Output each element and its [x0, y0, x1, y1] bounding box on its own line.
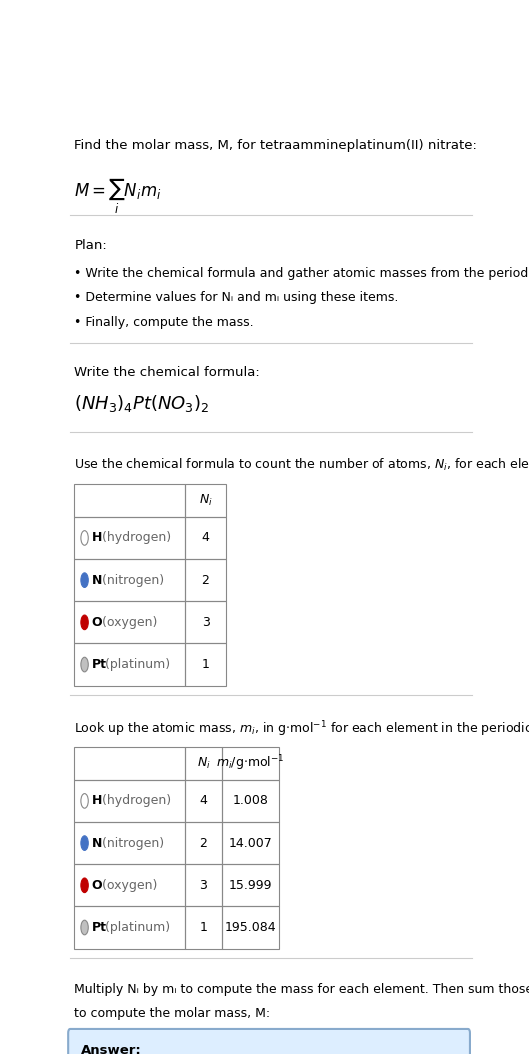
Bar: [185, 822, 222, 864]
Text: 14.007: 14.007: [229, 837, 272, 850]
Bar: [222, 864, 279, 906]
Bar: [74, 485, 185, 516]
Text: N: N: [92, 837, 102, 850]
Text: Answer:: Answer:: [80, 1045, 141, 1054]
Bar: [74, 516, 185, 559]
Text: $N_i$: $N_i$: [197, 756, 211, 772]
Text: (oxygen): (oxygen): [98, 616, 158, 629]
Bar: [185, 516, 226, 559]
Text: Use the chemical formula to count the number of atoms, $N_i$, for each element:: Use the chemical formula to count the nu…: [74, 456, 529, 473]
Circle shape: [81, 920, 88, 935]
Text: (hydrogen): (hydrogen): [98, 795, 171, 807]
Text: Pt: Pt: [92, 921, 106, 934]
Text: (platinum): (platinum): [102, 921, 170, 934]
Bar: [185, 643, 226, 686]
Text: 15.999: 15.999: [229, 879, 272, 892]
Text: 1: 1: [199, 921, 207, 934]
Bar: [222, 906, 279, 949]
Text: O: O: [92, 616, 102, 629]
Text: • Write the chemical formula and gather atomic masses from the periodic table.: • Write the chemical formula and gather …: [74, 267, 529, 280]
Circle shape: [81, 658, 88, 671]
Text: H: H: [92, 531, 102, 545]
Text: $M = \sum_i N_i m_i$: $M = \sum_i N_i m_i$: [74, 176, 162, 216]
Bar: [74, 559, 185, 601]
Bar: [185, 747, 222, 780]
Text: 1.008: 1.008: [233, 795, 269, 807]
Bar: [222, 747, 279, 780]
Text: $N_i$: $N_i$: [199, 493, 212, 508]
Text: 3: 3: [199, 879, 207, 892]
Bar: [222, 780, 279, 822]
Bar: [185, 864, 222, 906]
Text: $(NH_3)_4Pt(NO_3)_2$: $(NH_3)_4Pt(NO_3)_2$: [74, 393, 209, 414]
Text: Look up the atomic mass, $m_i$, in g$\cdot$mol$^{-1}$ for each element in the pe: Look up the atomic mass, $m_i$, in g$\cd…: [74, 720, 529, 739]
Bar: [222, 822, 279, 864]
FancyBboxPatch shape: [68, 1029, 470, 1054]
Circle shape: [81, 794, 88, 808]
Text: (nitrogen): (nitrogen): [98, 837, 164, 850]
Circle shape: [81, 530, 88, 545]
Text: 4: 4: [202, 531, 209, 545]
Bar: [74, 906, 185, 949]
Bar: [185, 780, 222, 822]
Text: 2: 2: [199, 837, 207, 850]
Text: 3: 3: [202, 616, 209, 629]
Bar: [74, 601, 185, 643]
Text: $m_i$/g$\cdot$mol$^{-1}$: $m_i$/g$\cdot$mol$^{-1}$: [216, 754, 285, 774]
Bar: [74, 747, 185, 780]
Circle shape: [81, 616, 88, 629]
Text: • Determine values for Nᵢ and mᵢ using these items.: • Determine values for Nᵢ and mᵢ using t…: [74, 291, 399, 305]
Text: 1: 1: [202, 658, 209, 671]
Circle shape: [81, 573, 88, 587]
Text: to compute the molar mass, M:: to compute the molar mass, M:: [74, 1007, 270, 1020]
Bar: [185, 601, 226, 643]
Text: (nitrogen): (nitrogen): [98, 573, 164, 587]
Bar: [185, 906, 222, 949]
Text: Pt: Pt: [92, 658, 106, 671]
Text: O: O: [92, 879, 102, 892]
Text: H: H: [92, 795, 102, 807]
Bar: [74, 864, 185, 906]
Text: 2: 2: [202, 573, 209, 587]
Bar: [185, 559, 226, 601]
Text: 4: 4: [199, 795, 207, 807]
Text: N: N: [92, 573, 102, 587]
Circle shape: [81, 836, 88, 851]
Text: • Finally, compute the mass.: • Finally, compute the mass.: [74, 315, 254, 329]
Text: Write the chemical formula:: Write the chemical formula:: [74, 366, 260, 378]
Text: (platinum): (platinum): [102, 658, 170, 671]
Bar: [74, 643, 185, 686]
Text: Multiply Nᵢ by mᵢ to compute the mass for each element. Then sum those values: Multiply Nᵢ by mᵢ to compute the mass fo…: [74, 982, 529, 996]
Text: Find the molar mass, M, for tetraammineplatinum(II) nitrate:: Find the molar mass, M, for tetraamminep…: [74, 139, 477, 152]
Text: (oxygen): (oxygen): [98, 879, 158, 892]
Bar: [74, 780, 185, 822]
Circle shape: [81, 878, 88, 893]
Text: 195.084: 195.084: [225, 921, 277, 934]
Bar: [185, 485, 226, 516]
Text: Plan:: Plan:: [74, 239, 107, 252]
Text: (hydrogen): (hydrogen): [98, 531, 171, 545]
Bar: [74, 822, 185, 864]
